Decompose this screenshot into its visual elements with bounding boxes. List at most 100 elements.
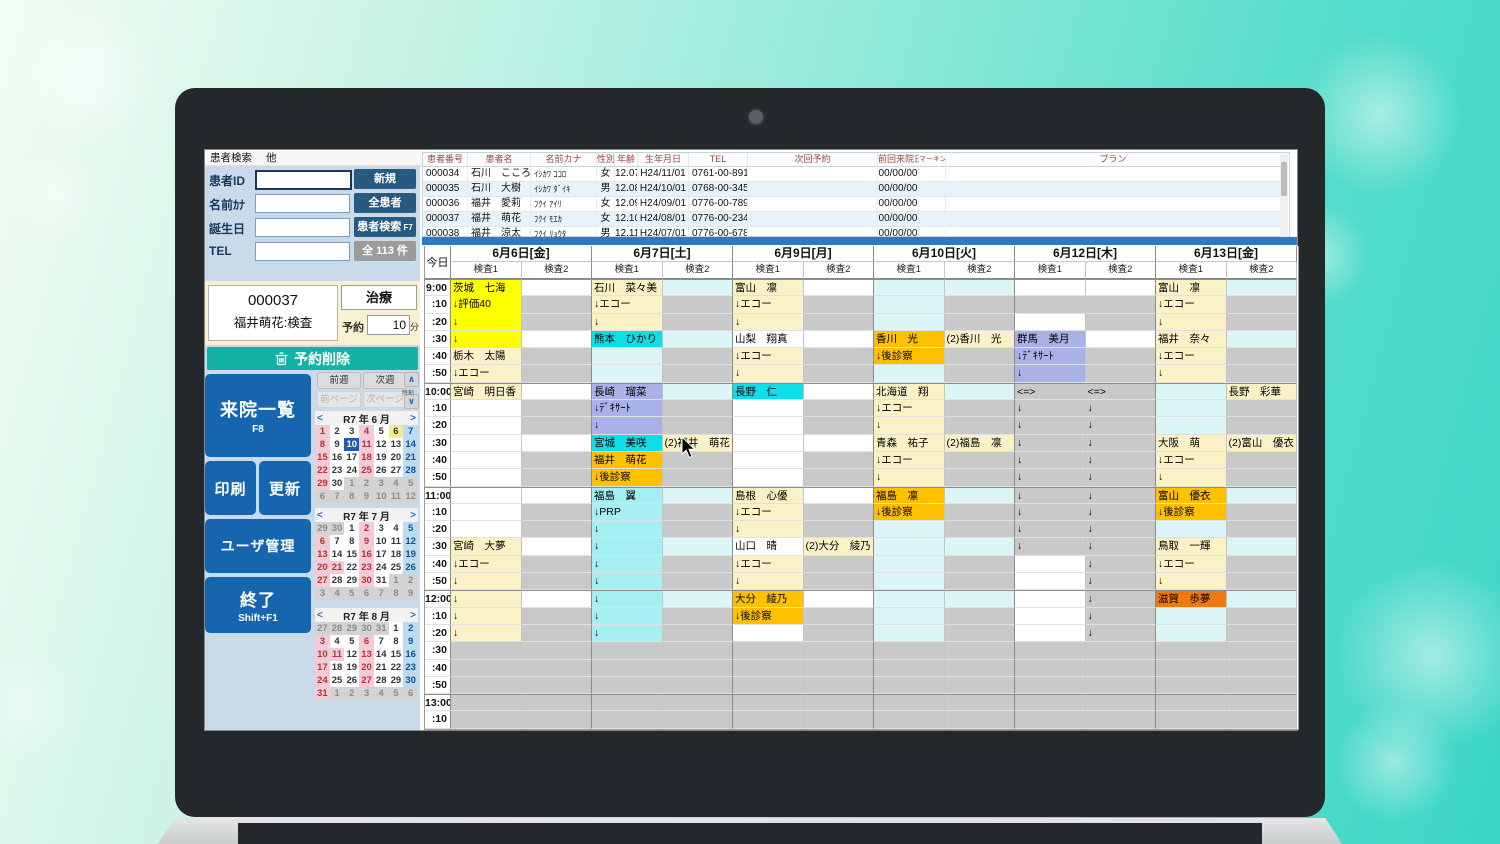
- calendar-day[interactable]: 16: [403, 648, 418, 661]
- appointment-cell[interactable]: ↓: [1085, 434, 1156, 452]
- appointment-cell[interactable]: ↓: [1085, 503, 1156, 522]
- calendar-day[interactable]: 4: [359, 425, 374, 438]
- schedule-slot[interactable]: [521, 417, 592, 435]
- search-button-4[interactable]: 全 113 件: [354, 241, 416, 261]
- schedule-slot[interactable]: [1085, 330, 1156, 349]
- schedule-slot[interactable]: [1014, 694, 1086, 712]
- calendar-day[interactable]: 1: [315, 425, 330, 438]
- appointment-cell[interactable]: ↓ﾃﾞｷｻｰﾄ: [591, 400, 663, 418]
- calendar-day[interactable]: 27: [315, 574, 330, 587]
- schedule-slot[interactable]: [662, 590, 733, 608]
- calendar-day[interactable]: 5: [344, 635, 360, 648]
- patient-cell[interactable]: [748, 167, 878, 182]
- patient-cell[interactable]: ﾌｸｲ ﾓｴｶ: [531, 212, 597, 227]
- patient-cell[interactable]: 00/00/00: [878, 167, 919, 182]
- next-page-button[interactable]: 次ページ: [363, 391, 407, 408]
- appointment-cell[interactable]: 山梨 翔真: [732, 330, 804, 349]
- schedule-slot[interactable]: [873, 296, 945, 314]
- calendar-day[interactable]: 30: [329, 477, 345, 490]
- calendar-day[interactable]: 11: [329, 648, 345, 661]
- appointment-cell[interactable]: ↓エコー: [1155, 296, 1227, 314]
- patient-cell[interactable]: 福井 萌花: [468, 212, 531, 227]
- schedule-slot[interactable]: [1014, 642, 1086, 660]
- schedule-slot[interactable]: [803, 434, 874, 452]
- schedule-slot[interactable]: [803, 676, 874, 695]
- appointment-cell[interactable]: ↓エコー: [1155, 555, 1227, 574]
- patient-cell[interactable]: H24/09/01: [638, 197, 689, 212]
- appointment-cell[interactable]: ↓: [1014, 451, 1086, 470]
- calendar-day[interactable]: 3: [344, 425, 360, 438]
- schedule-slot[interactable]: [662, 469, 733, 487]
- calendar-day[interactable]: 30: [359, 622, 374, 635]
- patient-cell[interactable]: 00/00/00: [878, 182, 919, 197]
- schedule-slot[interactable]: [1226, 642, 1297, 660]
- schedule-slot[interactable]: [521, 659, 592, 677]
- appointment-cell[interactable]: ↓: [1014, 538, 1086, 556]
- schedule-slot[interactable]: [1085, 348, 1156, 366]
- appointment-cell[interactable]: ↓: [1014, 469, 1086, 487]
- patient-cell[interactable]: [946, 182, 1281, 197]
- schedule-slot[interactable]: [1226, 330, 1297, 349]
- schedule-slot[interactable]: [944, 382, 1015, 401]
- calendar-day[interactable]: 27: [359, 674, 374, 687]
- appointment-cell[interactable]: ↓エコー: [1155, 451, 1227, 470]
- schedule-slot[interactable]: [803, 659, 874, 677]
- calendar-day[interactable]: 4: [329, 587, 345, 600]
- appointment-cell[interactable]: 福島 凛: [873, 486, 945, 504]
- schedule-slot[interactable]: [521, 279, 592, 297]
- appointment-cell[interactable]: ↓エコー: [873, 451, 945, 470]
- calendar-day[interactable]: 15: [315, 451, 330, 464]
- schedule-slot[interactable]: [944, 624, 1015, 643]
- appointment-cell[interactable]: ↓: [1085, 400, 1156, 418]
- calendar-day[interactable]: 15: [388, 648, 404, 661]
- schedule-slot[interactable]: [873, 694, 945, 712]
- appointment-cell[interactable]: ↓: [1155, 573, 1227, 591]
- calendar-day[interactable]: 1: [344, 522, 360, 535]
- appointment-cell[interactable]: ↓: [1014, 434, 1086, 452]
- appointment-cell[interactable]: ↓: [450, 573, 522, 591]
- calendar-day[interactable]: 10: [344, 438, 360, 451]
- schedule-slot[interactable]: [591, 642, 663, 660]
- calendar-day[interactable]: 6: [403, 687, 418, 700]
- schedule-slot[interactable]: [873, 676, 945, 695]
- appointment-cell[interactable]: ↓: [450, 330, 522, 349]
- nav-button[interactable]: 終了 Shift+F1: [205, 577, 311, 633]
- appointment-cell[interactable]: ↓: [1085, 573, 1156, 591]
- calendar-day[interactable]: 4: [329, 635, 345, 648]
- calendar-day[interactable]: 7: [373, 587, 389, 600]
- patient-cell[interactable]: 女: [597, 197, 615, 212]
- appointment-cell[interactable]: ↓: [873, 469, 945, 487]
- schedule-slot[interactable]: [521, 607, 592, 625]
- calendar-day[interactable]: 9: [403, 587, 418, 600]
- calendar-day[interactable]: 26: [344, 674, 360, 687]
- calendar-day[interactable]: 13: [315, 548, 330, 561]
- appointment-cell[interactable]: 長崎 瑠菜: [591, 382, 663, 401]
- schedule-slot[interactable]: [1155, 624, 1227, 643]
- schedule-slot[interactable]: [1155, 659, 1227, 677]
- calendar-day[interactable]: 2: [344, 687, 360, 700]
- schedule-slot[interactable]: [732, 434, 804, 452]
- schedule-slot[interactable]: [1085, 296, 1156, 314]
- calendar-day[interactable]: 9: [403, 635, 418, 648]
- schedule-slot[interactable]: [944, 642, 1015, 660]
- schedule-slot[interactable]: [873, 642, 945, 660]
- patient-cell[interactable]: [946, 197, 1281, 212]
- calendar-day[interactable]: 19: [403, 548, 418, 561]
- calendar-day[interactable]: 11: [388, 535, 404, 548]
- schedule-slot[interactable]: [732, 469, 804, 487]
- schedule-slot[interactable]: [803, 451, 874, 470]
- schedule-slot[interactable]: [803, 555, 874, 574]
- appointment-cell[interactable]: ↓: [450, 313, 522, 331]
- schedule-slot[interactable]: [450, 400, 522, 418]
- today-corner-cell[interactable]: 今日: [425, 246, 451, 279]
- schedule-slot[interactable]: [1226, 590, 1297, 608]
- appointment-cell[interactable]: ↓評価40: [450, 296, 522, 314]
- schedule-slot[interactable]: [944, 711, 1015, 729]
- appointment-cell[interactable]: ↓: [873, 417, 945, 435]
- schedule-slot[interactable]: [1226, 573, 1297, 591]
- patient-cell[interactable]: H24/11/01: [638, 167, 689, 182]
- calendar-day[interactable]: 11: [359, 438, 374, 451]
- appointment-cell[interactable]: 北海道 翔: [873, 382, 945, 401]
- schedule-slot[interactable]: [521, 330, 592, 349]
